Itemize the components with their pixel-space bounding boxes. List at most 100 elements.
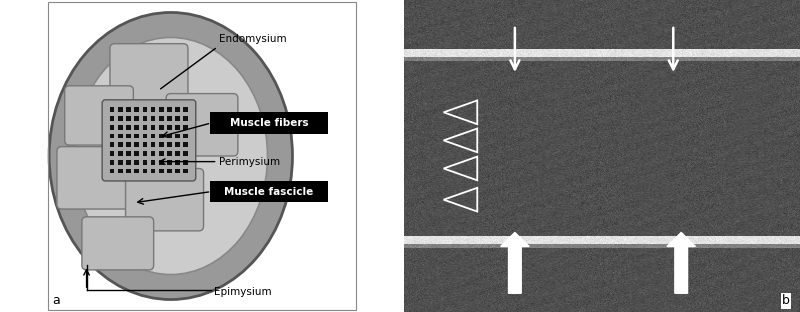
FancyBboxPatch shape	[82, 217, 154, 270]
Bar	[167, 151, 172, 156]
Bar	[110, 160, 114, 165]
Bar	[142, 168, 147, 173]
Bar	[126, 125, 131, 130]
FancyBboxPatch shape	[210, 112, 328, 134]
Bar	[159, 160, 163, 165]
Bar	[167, 134, 172, 139]
Bar	[159, 151, 163, 156]
Bar	[126, 116, 131, 121]
FancyBboxPatch shape	[65, 86, 134, 145]
Bar	[150, 125, 155, 130]
Bar	[118, 160, 122, 165]
Bar	[159, 142, 163, 147]
Bar	[134, 142, 139, 147]
FancyArrow shape	[501, 232, 529, 293]
Bar	[183, 107, 188, 112]
Bar	[183, 160, 188, 165]
Bar	[118, 151, 122, 156]
Bar	[110, 151, 114, 156]
FancyBboxPatch shape	[102, 100, 196, 181]
Bar	[110, 125, 114, 130]
Bar	[183, 125, 188, 130]
FancyBboxPatch shape	[166, 94, 238, 156]
Bar	[126, 134, 131, 139]
Bar	[142, 116, 147, 121]
Bar	[175, 107, 180, 112]
Bar	[118, 116, 122, 121]
Bar	[159, 134, 163, 139]
Text: Muscle fascicle: Muscle fascicle	[225, 187, 314, 197]
Bar	[150, 116, 155, 121]
Bar	[167, 168, 172, 173]
FancyBboxPatch shape	[110, 44, 188, 106]
Bar	[167, 160, 172, 165]
Bar	[134, 116, 139, 121]
Bar	[183, 116, 188, 121]
Bar	[183, 168, 188, 173]
Bar	[142, 107, 147, 112]
Text: Endomysium: Endomysium	[219, 34, 286, 44]
Text: Perimysium: Perimysium	[219, 157, 280, 167]
Bar	[110, 142, 114, 147]
Bar	[175, 151, 180, 156]
Bar	[118, 142, 122, 147]
Bar	[118, 107, 122, 112]
Bar	[175, 125, 180, 130]
Bar	[126, 168, 131, 173]
Bar	[118, 168, 122, 173]
Bar	[167, 116, 172, 121]
FancyBboxPatch shape	[126, 168, 203, 231]
Bar	[142, 134, 147, 139]
Bar	[134, 107, 139, 112]
Ellipse shape	[74, 37, 267, 275]
Bar	[150, 168, 155, 173]
Bar	[159, 125, 163, 130]
Text: a: a	[52, 294, 60, 307]
FancyBboxPatch shape	[57, 147, 129, 209]
FancyArrow shape	[667, 232, 695, 293]
Bar	[159, 168, 163, 173]
Bar	[142, 151, 147, 156]
Bar	[134, 151, 139, 156]
Bar	[118, 134, 122, 139]
Bar	[134, 125, 139, 130]
Bar	[159, 116, 163, 121]
Text: b: b	[782, 294, 790, 307]
Bar	[110, 116, 114, 121]
Bar	[126, 151, 131, 156]
Bar	[134, 168, 139, 173]
Bar	[183, 142, 188, 147]
Bar	[110, 107, 114, 112]
Bar	[150, 151, 155, 156]
Bar	[150, 107, 155, 112]
Bar	[175, 134, 180, 139]
Bar	[183, 134, 188, 139]
Bar	[126, 142, 131, 147]
Bar	[175, 160, 180, 165]
FancyBboxPatch shape	[210, 181, 328, 202]
Bar	[167, 107, 172, 112]
Bar	[150, 160, 155, 165]
Bar	[142, 160, 147, 165]
Bar	[167, 142, 172, 147]
Bar	[126, 160, 131, 165]
Bar	[159, 107, 163, 112]
Bar	[142, 125, 147, 130]
Bar	[150, 142, 155, 147]
Text: Muscle fibers: Muscle fibers	[230, 118, 308, 128]
Bar	[110, 134, 114, 139]
Bar	[134, 134, 139, 139]
Bar	[175, 116, 180, 121]
Bar	[167, 125, 172, 130]
Bar	[142, 142, 147, 147]
Bar	[183, 151, 188, 156]
Bar	[118, 125, 122, 130]
Bar	[110, 168, 114, 173]
Bar	[175, 142, 180, 147]
Bar	[150, 134, 155, 139]
Ellipse shape	[49, 12, 293, 300]
Bar	[126, 107, 131, 112]
Bar	[134, 160, 139, 165]
Text: Epimysium: Epimysium	[214, 287, 272, 297]
Bar	[175, 168, 180, 173]
